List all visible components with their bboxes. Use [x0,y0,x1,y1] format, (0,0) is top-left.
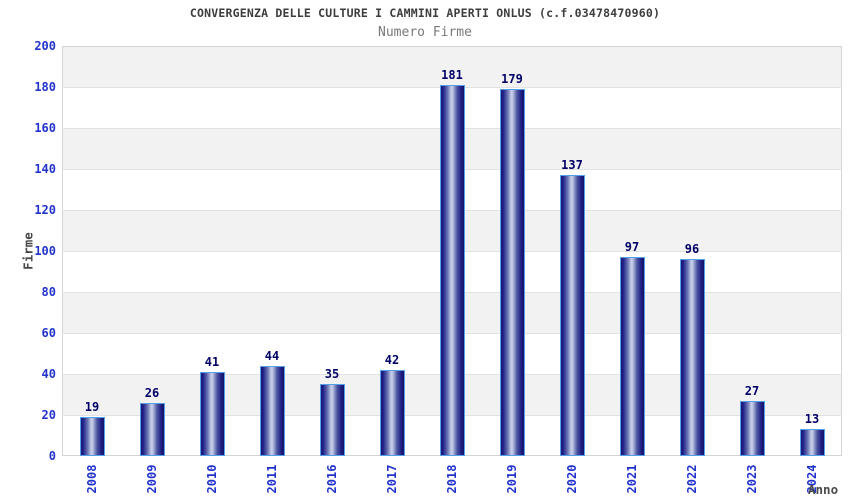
x-tick-label: 2010 [205,464,219,494]
bar-value-label: 42 [384,353,400,367]
x-tick-label: 2021 [625,464,639,494]
bar-2009 [140,403,165,456]
bar-2020 [560,175,585,456]
bar-value-label: 137 [561,158,583,172]
y-tick-label: 160 [34,121,56,135]
bar-2024 [800,429,825,456]
y-axis-title: Firme [20,232,36,270]
bar-value-label: 19 [84,400,100,414]
y-tick-label: 140 [34,162,56,176]
bar-value-label: 35 [324,367,340,381]
y-tick-label: 40 [41,367,56,381]
bar-2011 [260,366,285,456]
bar-value-label: 179 [501,72,523,86]
bar-2008 [80,417,105,456]
y-tick-label: 180 [34,80,56,94]
y-tick-label: 200 [34,39,56,53]
bar-2022 [680,259,705,456]
bar-value-label: 13 [804,412,820,426]
bar-2018 [440,85,465,456]
bar-2010 [200,372,225,456]
bar-value-label: 44 [264,349,280,363]
x-tick-label: 2017 [385,464,399,494]
x-tick-label: 2019 [505,464,519,494]
x-tick-label: 2016 [325,464,339,494]
x-tick-label: 2020 [565,464,579,494]
x-axis-title: Anno [808,482,839,497]
x-tick-label: 2011 [265,464,279,494]
x-tick-label: 2008 [85,464,99,494]
bar-2016 [320,384,345,456]
chart-title: CONVERGENZA DELLE CULTURE I CAMMINI APER… [189,6,661,20]
bar-2017 [380,370,405,456]
y-tick-label: 0 [48,449,56,463]
bar-value-label: 181 [441,68,463,82]
bar-2021 [620,257,645,456]
bar-value-label: 97 [624,240,640,254]
bar-value-label: 26 [144,386,160,400]
bar-value-label: 96 [684,242,700,256]
x-tick-label: 2009 [145,464,159,494]
bar-value-label: 27 [744,384,760,398]
x-tick-label: 2018 [445,464,459,494]
y-tick-label: 80 [41,285,56,299]
bar-2019 [500,89,525,456]
bar-value-label: 41 [204,355,220,369]
x-tick-label: 2023 [745,464,759,494]
chart-subtitle: Numero Firme [378,25,472,40]
x-tick-label: 2022 [685,464,699,494]
y-tick-label: 100 [34,244,56,258]
y-tick-label: 120 [34,203,56,217]
bar-2023 [740,401,765,456]
y-tick-label: 20 [41,408,56,422]
y-tick-label: 60 [41,326,56,340]
